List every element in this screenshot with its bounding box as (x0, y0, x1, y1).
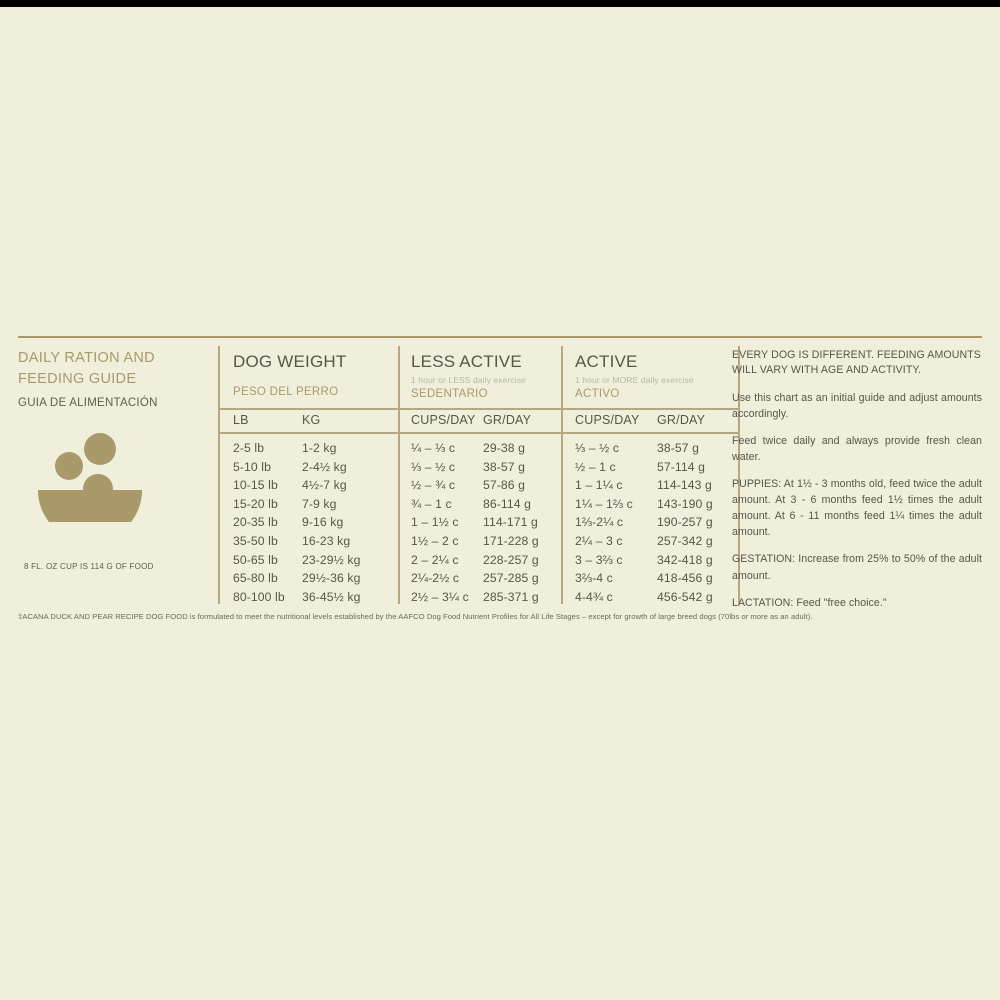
cell-la-gr: 285-371 g (483, 589, 539, 604)
cell-kg: 9-16 kg (302, 515, 344, 530)
cell-lb: 10-15 lb (233, 478, 278, 493)
cell-a-cups: 4-4¾ c (575, 589, 613, 604)
cell-la-cups: 1 – 1½ c (411, 515, 459, 530)
cell-a-gr: 38-57 g (657, 441, 700, 455)
subheader-kg: KG (302, 413, 321, 427)
cell-a-gr: 456-542 g (657, 589, 713, 604)
cell-la-gr: 114-171 g (483, 515, 538, 530)
subheader-a-cups: CUPS/DAY (575, 413, 640, 427)
subheader-la-cups: CUPS/DAY (411, 413, 476, 427)
cell-a-cups: 1¼ – 1⅔ c (575, 496, 633, 511)
less-active-title: LESS ACTIVE (411, 352, 522, 371)
cell-la-cups: ⅓ – ½ c (411, 459, 456, 474)
active-note: 1 hour or MORE daily exercise (575, 375, 694, 385)
divider-lessactive-active (561, 346, 563, 604)
cell-lb: 80-100 lb (233, 589, 285, 604)
cell-lb: 50-65 lb (233, 552, 278, 567)
panel-top-rule (18, 336, 982, 338)
cell-kg: 7-9 kg (302, 496, 337, 511)
notes-puppies: PUPPIES: At 1½ - 3 months old, feed twic… (732, 478, 982, 539)
cell-la-cups: 2 – 2¼ c (411, 552, 459, 567)
guidance-notes: EVERY DOG IS DIFFERENT. FEEDING AMOUNTS … (732, 348, 982, 611)
subheader-a-gr: GR/DAY (657, 413, 706, 427)
cell-la-cups: 2½ – 3¼ c (411, 589, 469, 604)
less-active-spanish: SEDENTARIO (411, 388, 488, 400)
cell-la-cups: ¼ – ⅓ c (411, 441, 456, 455)
cell-kg: 16-23 kg (302, 534, 351, 548)
cell-a-cups: ½ – 1 c (575, 459, 616, 474)
notes-gestation: GESTATION: Increase from 25% to 50% of t… (732, 553, 982, 582)
divider-weight-lessactive (398, 346, 400, 604)
cell-kg: 1-2 kg (302, 441, 337, 455)
cell-a-gr: 418-456 g (657, 571, 713, 586)
cup-caption: 8 FL. OZ CUP IS 114 G OF FOOD (24, 562, 154, 571)
cell-kg: 36-45½ kg (302, 589, 361, 604)
cell-la-gr: 228-257 g (483, 552, 539, 567)
cell-a-gr: 257-342 g (657, 534, 713, 548)
page-title-line1: DAILY RATION AND (18, 350, 155, 366)
cell-lb: 20-35 lb (233, 515, 278, 530)
cell-lb: 2-5 lb (233, 441, 265, 455)
page-subtitle-spanish: GUIA DE ALIMENTACIÓN (18, 397, 158, 410)
column-header-less-active: LESS ACTIVE 1 hour or LESS daily exercis… (411, 352, 526, 400)
cell-la-gr: 257-285 g (483, 571, 539, 586)
cell-la-cups: 2¼-2½ c (411, 571, 460, 586)
active-spanish: ACTIVO (575, 388, 620, 400)
less-active-note: 1 hour or LESS daily exercise (411, 375, 526, 385)
cell-lb: 35-50 lb (233, 534, 278, 548)
cell-lb: 65-80 lb (233, 571, 278, 586)
cell-a-cups: 3 – 3⅔ c (575, 552, 623, 567)
feeding-table: DOG WEIGHT PESO DEL PERRO LESS ACTIVE 1 … (200, 346, 740, 608)
active-title: ACTIVE (575, 352, 638, 371)
subheader-la-gr: GR/DAY (483, 413, 532, 427)
notes-paragraph-1: Use this chart as an initial guide and a… (732, 391, 982, 420)
subheader-top-rule (218, 408, 740, 410)
cell-la-cups: ½ – ¾ c (411, 478, 456, 493)
top-black-bar (0, 0, 1000, 7)
cell-kg: 29½-36 kg (302, 571, 361, 586)
cell-la-cups: 1½ – 2 c (411, 534, 459, 548)
cell-la-gr: 171-228 g (483, 534, 539, 548)
cell-a-cups: 1 – 1¼ c (575, 478, 623, 493)
cell-la-gr: 86-114 g (483, 496, 532, 511)
subheader-lb: LB (233, 413, 249, 427)
cell-a-gr: 143-190 g (657, 496, 713, 511)
page-title: DAILY RATION AND FEEDING GUIDE (18, 348, 196, 389)
cell-lb: 15-20 lb (233, 496, 278, 511)
cell-la-cups: ¾ – 1 c (411, 496, 452, 511)
cell-kg: 23-29½ kg (302, 552, 361, 567)
notes-headline: EVERY DOG IS DIFFERENT. FEEDING AMOUNTS … (732, 349, 981, 377)
page-title-line2: FEEDING GUIDE (18, 370, 137, 387)
cell-la-gr: 38-57 g (483, 459, 526, 474)
cell-a-cups: ⅓ – ½ c (575, 441, 620, 455)
subheader-bottom-rule (218, 432, 740, 434)
aafco-footnote: ‡ACANA DUCK AND PEAR RECIPE DOG FOOD is … (18, 612, 813, 621)
dog-weight-spanish: PESO DEL PERRO (233, 386, 339, 398)
cell-la-gr: 57-86 g (483, 478, 526, 493)
divider-left (218, 346, 220, 604)
cell-kg: 2-4½ kg (302, 459, 347, 474)
notes-paragraph-2: Feed twice daily and always provide fres… (732, 434, 982, 463)
cell-kg: 4½-7 kg (302, 478, 347, 493)
divider-right (738, 346, 740, 604)
cell-a-gr: 190-257 g (657, 515, 713, 530)
column-header-active: ACTIVE 1 hour or MORE daily exercise ACT… (575, 352, 694, 400)
cell-lb: 5-10 lb (233, 459, 271, 474)
cell-a-gr: 342-418 g (657, 552, 713, 567)
cell-la-gr: 29-38 g (483, 441, 526, 455)
notes-lactation: LACTATION: Feed "free choice." (732, 596, 887, 609)
cell-a-gr: 57-114 g (657, 459, 706, 474)
cell-a-gr: 114-143 g (657, 478, 712, 493)
cell-a-cups: 3⅔-4 c (575, 571, 613, 586)
guide-identity-block: DAILY RATION AND FEEDING GUIDE GUIA DE A… (18, 348, 196, 409)
cell-a-cups: 2¼ – 3 c (575, 534, 623, 548)
cell-a-cups: 1⅔-2¼ c (575, 515, 624, 530)
food-bowl-icon (28, 432, 178, 542)
dog-weight-title: DOG WEIGHT (233, 352, 347, 371)
column-header-dog-weight: DOG WEIGHT PESO DEL PERRO (233, 352, 346, 398)
